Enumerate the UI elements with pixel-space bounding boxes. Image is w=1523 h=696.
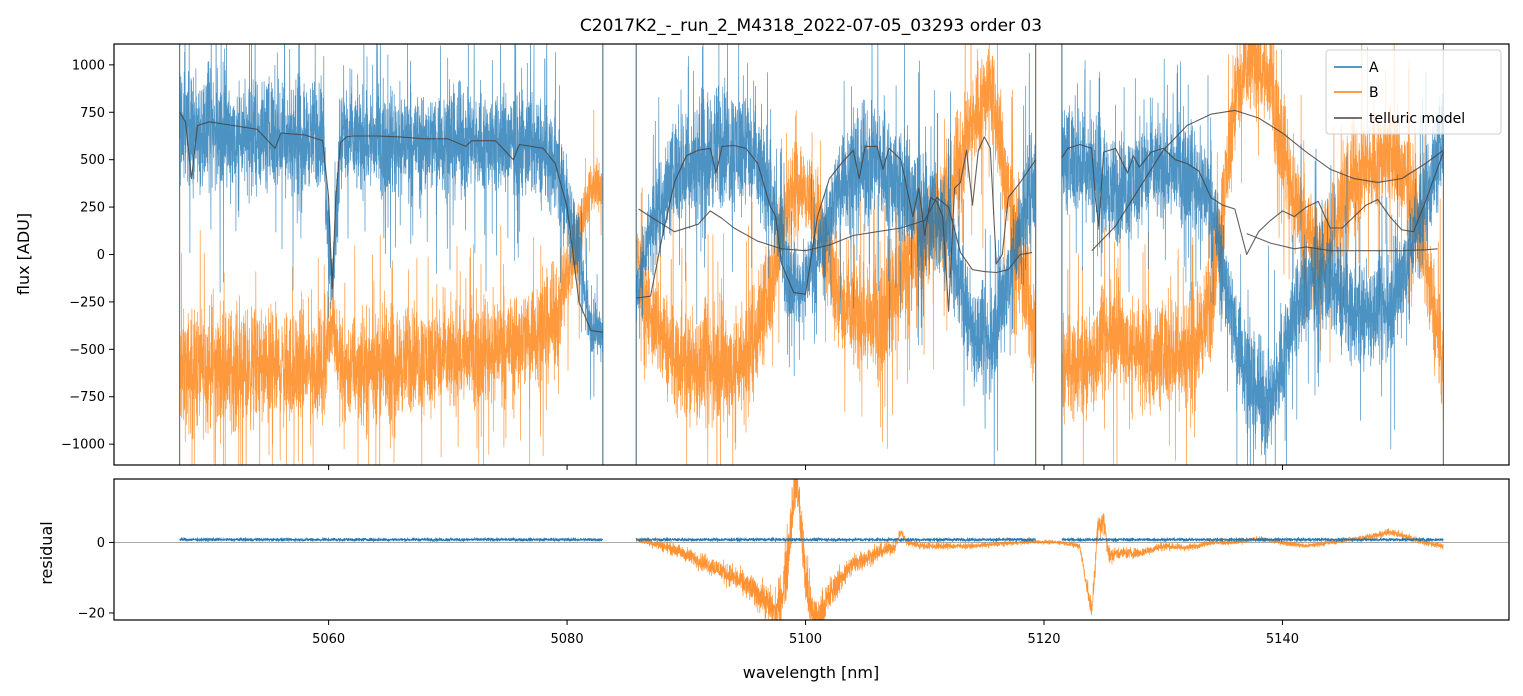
residual-x-tick-label: 5100 [789,632,822,647]
top-y-tick-label: 500 [80,153,105,168]
residual-plot-frame [113,478,1510,621]
residual-x-tick-label: 5080 [551,632,584,647]
series-telluric-model [179,109,1444,333]
residual-x-tick-label: 5060 [312,632,345,647]
residual-plot-data [114,479,1509,620]
residual-plot: −20 0 5060 5080 5100 5120 5140 residual wavel… [37,478,1510,682]
legend-label-b: B [1369,85,1379,101]
top-y-tick-label: 1000 [72,58,105,73]
residual-x-tick-label: 5120 [1027,632,1060,647]
top-y-tick-label: 750 [80,106,105,121]
residual-series-a [179,536,604,543]
legend-box [1325,49,1502,135]
top-y-axis-label: flux [ADU] [14,213,33,295]
telluric-model-line [179,112,603,333]
series-a-trace [179,44,604,400]
top-y-tick-label: −500 [69,343,105,358]
series-b-trace [179,109,604,465]
series-a-trace [635,44,1036,465]
series-b-trace [635,44,1036,465]
top-x-axis [328,465,1283,470]
top-y-tick-label: −1000 [61,438,105,453]
telluric-model-line [636,136,1037,312]
residual-y-tick-label: 0 [97,536,105,551]
telluric-model-line [1246,233,1438,252]
telluric-model-line [1061,143,1444,256]
top-y-axis: −1000 −750 −500 −250 0 250 500 750 1000 [61,58,114,453]
residual-x-tick-label: 5140 [1266,632,1299,647]
residual-y-axis-label: residual [37,521,56,584]
residual-series-a [635,536,1036,543]
series-a-trace [1061,58,1444,465]
top-y-tick-label: −250 [69,295,105,310]
chart-title: C2017K2_-_run_2_M4318_2022-07-05_03293 o… [580,16,1042,36]
residual-x-axis: 5060 5080 5100 5120 5140 [312,620,1299,647]
residual-series-b [635,479,1444,620]
legend: A B telluric model [1325,49,1502,135]
residual-series-a [1061,536,1444,543]
legend-label-telluric: telluric model [1369,111,1465,127]
top-y-tick-label: 0 [97,248,105,263]
top-y-tick-label: −750 [69,390,105,405]
top-y-tick-label: 250 [80,201,105,216]
residual-y-axis: −20 0 [78,536,114,621]
residual-y-tick-label: −20 [78,606,105,621]
x-axis-label: wavelength [nm] [743,663,880,682]
telluric-model-line [638,197,1033,274]
legend-label-a: A [1369,60,1379,76]
telluric-model-line [1091,109,1444,252]
top-plot: −1000 −750 −500 −250 0 250 500 750 1000 flux [AD… [14,43,1510,470]
series-b-trace [1061,44,1444,465]
